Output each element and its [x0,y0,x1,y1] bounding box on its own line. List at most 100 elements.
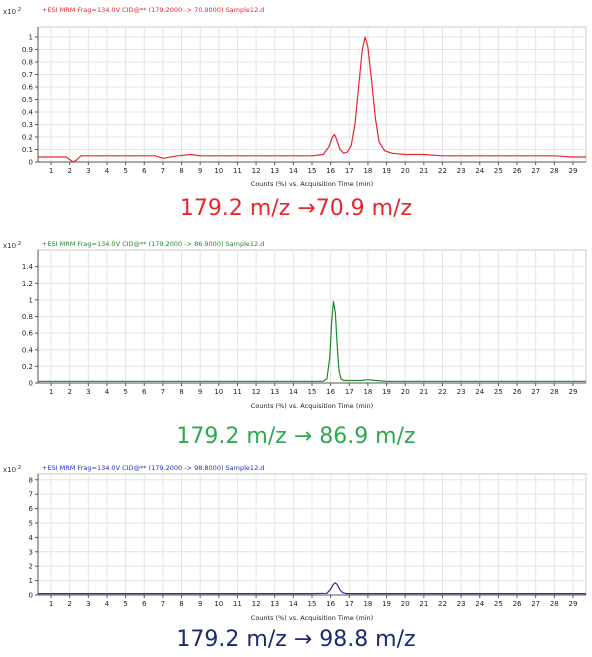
x-tick-label: 13 [270,600,279,608]
x-tick-label: 20 [401,167,410,175]
x-tick-label: 14 [289,388,298,396]
x-tick-label: 4 [105,167,110,175]
y-tick-label: 8 [29,476,33,484]
x-axis-label: Counts (%) vs. Acquisition Time (min) [251,614,373,622]
x-tick-label: 18 [363,600,372,608]
y-tick-label: 3 [29,548,33,556]
x-tick-label: 29 [568,388,577,396]
x-tick-label: 23 [457,600,466,608]
x-tick-label: 8 [179,600,183,608]
x-tick-label: 27 [531,600,540,608]
y-multiplier: x10 2 [3,241,21,250]
x-tick-label: 2 [67,388,71,396]
y-tick-label: 2 [29,563,33,571]
x-tick-label: 10 [214,600,223,608]
x-tick-label: 11 [233,388,242,396]
x-tick-label: 7 [161,388,165,396]
x-tick-label: 9 [198,167,202,175]
x-tick-label: 28 [550,600,559,608]
y-tick-label: 0.8 [22,313,33,321]
x-tick-label: 25 [494,600,503,608]
x-tick-label: 21 [419,167,428,175]
x-tick-label: 21 [419,388,428,396]
x-tick-label: 27 [531,388,540,396]
x-tick-label: 22 [438,167,447,175]
x-tick-label: 16 [326,388,335,396]
x-tick-label: 15 [308,388,317,396]
chart-3-caption: 179.2 m/z → 98.8 m/z [176,627,416,652]
x-tick-label: 17 [345,600,354,608]
chart-panel-1: +ESI MRM Frag=134.0V CID@** (179.2000 ->… [0,0,592,194]
x-tick-label: 5 [123,388,127,396]
x-tick-label: 28 [550,167,559,175]
y-tick-label: 0 [29,592,33,600]
x-tick-label: 14 [289,600,298,608]
x-tick-label: 12 [252,600,261,608]
x-tick-label: 19 [382,600,391,608]
x-tick-label: 25 [494,167,503,175]
x-tick-label: 4 [105,600,110,608]
x-tick-label: 20 [401,388,410,396]
y-tick-label: 0 [29,159,33,167]
x-tick-label: 15 [308,600,317,608]
x-axis-label: Counts (%) vs. Acquisition Time (min) [251,180,373,188]
x-tick-label: 10 [214,388,223,396]
chart-header: +ESI MRM Frag=134.0V CID@** (179.2000 ->… [42,240,264,248]
y-tick-label: 0.3 [22,121,33,129]
x-tick-label: 13 [270,388,279,396]
x-tick-label: 1 [49,167,53,175]
y-tick-label: 0.6 [22,84,34,92]
x-tick-label: 8 [179,388,183,396]
chart-3-svg: +ESI MRM Frag=134.0V CID@** (179.2000 ->… [3,464,587,622]
y-tick-label: 0.1 [22,146,33,154]
x-tick-label: 5 [123,600,127,608]
x-tick-label: 14 [289,167,298,175]
chart-2-svg: +ESI MRM Frag=134.0V CID@** (179.2000 ->… [3,240,587,410]
x-tick-label: 19 [382,167,391,175]
x-tick-label: 29 [568,167,577,175]
x-tick-label: 11 [233,600,242,608]
x-tick-label: 15 [308,167,317,175]
chart-header: +ESI MRM Frag=134.0V CID@** (179.2000 ->… [42,464,264,472]
x-tick-label: 26 [513,388,522,396]
y-multiplier: x10 2 [3,465,21,474]
x-tick-label: 9 [198,600,202,608]
y-tick-label: 0.4 [22,109,34,117]
y-tick-label: 1.2 [22,280,33,288]
x-tick-label: 17 [345,167,354,175]
x-tick-label: 25 [494,388,503,396]
x-axis-label: Counts (%) vs. Acquisition Time (min) [251,402,373,410]
x-tick-label: 16 [326,600,335,608]
x-tick-label: 26 [513,600,522,608]
x-tick-label: 17 [345,388,354,396]
y-tick-label: 1 [29,296,33,304]
x-tick-label: 4 [105,388,110,396]
chart-header: +ESI MRM Frag=134.0V CID@** (179.2000 ->… [42,6,264,14]
series-line [38,36,586,163]
y-tick-label: 0.9 [22,46,33,54]
x-tick-label: 22 [438,388,447,396]
y-tick-label: 0.5 [22,96,33,104]
y-tick-label: 1 [29,34,33,42]
x-tick-label: 6 [142,167,147,175]
x-tick-label: 6 [142,600,147,608]
x-tick-label: 29 [568,600,577,608]
x-tick-label: 2 [67,600,71,608]
x-tick-label: 10 [214,167,223,175]
chart-2-caption: 179.2 m/z → 86.9 m/z [176,424,416,449]
x-tick-label: 18 [363,167,372,175]
y-tick-label: 5 [29,519,33,527]
x-tick-label: 28 [550,388,559,396]
chart-panel-2: +ESI MRM Frag=134.0V CID@** (179.2000 ->… [0,234,592,416]
y-tick-label: 0.7 [22,71,33,79]
x-tick-label: 6 [142,388,147,396]
y-tick-label: 0.2 [22,363,33,371]
x-tick-label: 1 [49,388,53,396]
y-tick-label: 0.6 [22,330,34,338]
x-tick-label: 12 [252,388,261,396]
x-tick-label: 1 [49,600,53,608]
x-tick-label: 16 [326,167,335,175]
chart-panel-3: +ESI MRM Frag=134.0V CID@** (179.2000 ->… [0,458,592,624]
x-tick-label: 22 [438,600,447,608]
y-tick-label: 0.2 [22,134,33,142]
